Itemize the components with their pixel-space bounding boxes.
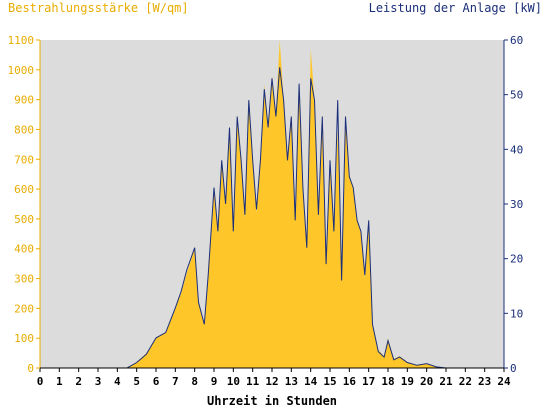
x-tick-label: 14 [304,375,318,388]
left-y-tick-label: 1100 [8,34,35,47]
x-tick-label: 10 [227,375,240,388]
x-tick-label: 13 [285,375,298,388]
x-tick-label: 1 [56,375,63,388]
ticks-layer: 0 1 2 3 4 5 6 7 8 9 10 11 12 13 14 15 16 17 18 19 20 21 22 23 24… [8,34,524,388]
x-tick-label: 19 [401,375,414,388]
left-y-tick-label: 200 [14,302,34,315]
power-line [40,67,504,369]
x-tick-label: 16 [343,375,357,388]
x-tick-label: 2 [75,375,82,388]
x-tick-label: 6 [153,375,160,388]
right-y-tick-label: 50 [510,89,523,102]
left-y-tick-label: 300 [14,273,34,286]
x-tick-label: 12 [265,375,278,388]
right-y-tick-label: 40 [510,143,523,156]
left-y-tick-label: 100 [14,332,34,345]
x-tick-label: 9 [211,375,218,388]
x-tick-label: 22 [459,375,472,388]
irradiance-area [40,40,504,368]
x-tick-label: 0 [37,375,44,388]
left-y-tick-label: 700 [14,153,34,166]
x-tick-label: 15 [323,375,336,388]
left-y-tick-label: 600 [14,183,34,196]
left-y-tick-label: 400 [14,243,34,256]
left-y-tick-label: 800 [14,123,34,136]
x-tick-label: 20 [420,375,433,388]
right-y-tick-label: 30 [510,198,523,211]
right-y-tick-label: 10 [510,307,523,320]
right-y-tick-label: 60 [510,34,523,47]
right-y-tick-label: 20 [510,253,523,266]
x-tick-label: 24 [497,375,511,388]
x-axis-title: Uhrzeit in Stunden [206,394,338,408]
x-tick-label: 5 [133,375,140,388]
x-tick-label: 18 [381,375,394,388]
left-y-tick-label: 900 [14,94,34,107]
series-layer [40,40,504,369]
x-tick-label: 3 [95,375,102,388]
right-axis-title: Leistung der Anlage [kW] [368,1,542,15]
x-tick-label: 17 [362,375,375,388]
x-tick-label: 23 [478,375,491,388]
x-tick-label: 21 [439,375,453,388]
right-y-tick-label: 0 [510,362,517,375]
left-y-tick-label: 0 [27,362,34,375]
x-tick-label: 4 [114,375,121,388]
x-tick-label: 11 [246,375,260,388]
left-y-tick-label: 1000 [8,64,35,77]
x-tick-label: 8 [191,375,198,388]
left-axis-title: Bestrahlungsstärke [W/qm] [8,1,189,15]
x-tick-label: 7 [172,375,179,388]
left-y-tick-label: 500 [14,213,34,226]
